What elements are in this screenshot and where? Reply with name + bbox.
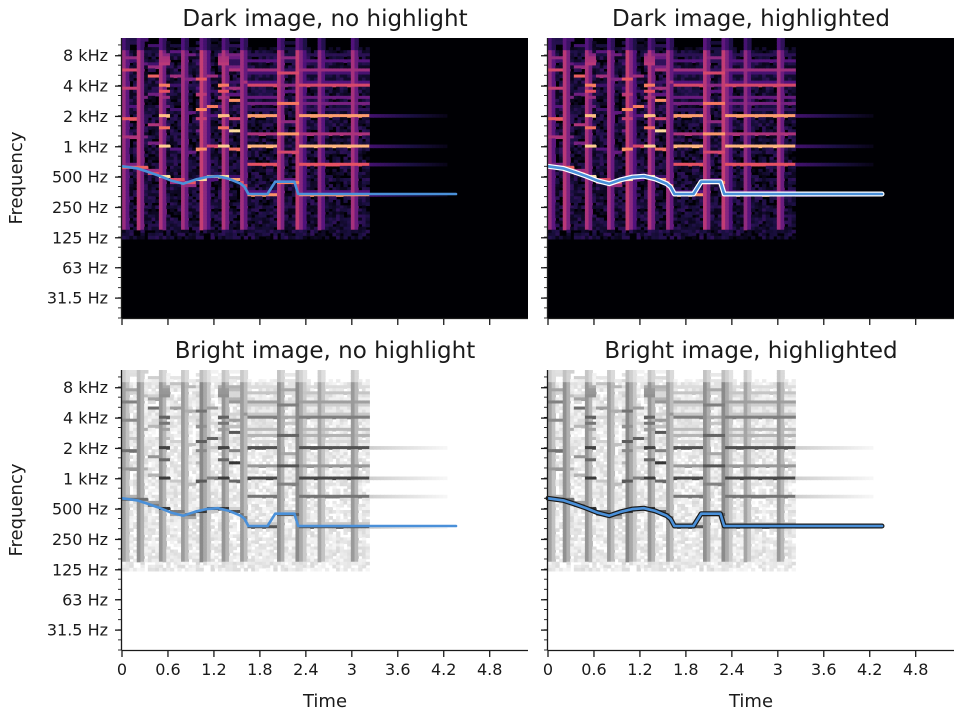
x-tick-label: 2.4 [293,660,318,679]
x-tick-label: 1.8 [673,660,698,679]
x-tick-label: 4.2 [431,660,456,679]
x-tick-label: 1.8 [247,660,272,679]
x-tick-label: 1.2 [627,660,652,679]
panel-1: 8 kHz 4 kHz 2 kHz 1 kHz 500 Hz 250 Hz 125 Hz 63… [6,6,528,325]
panel-title: Dark image, no highlight [182,6,467,32]
x-tick-label: 0.6 [155,660,180,679]
x-tick-label: 3 [773,660,783,679]
y-tick-label: 4 kHz [63,409,108,428]
y-tick-label: 8 kHz [63,46,108,65]
panel-title: Dark image, highlighted [612,6,890,32]
x-tick-label: 0.6 [581,660,606,679]
panel-3: 0 0.6 1.2 1.8 2.4 3 3.6 4.2 4.8 8 kHz 4 kHz 2 kHz 1 … [6,338,528,712]
x-tick-label: 4.8 [477,660,502,679]
y-axis-label: Frequency [6,131,27,224]
pitch-contour-line [546,497,884,528]
y-tick-label: 8 kHz [63,378,108,397]
y-tick-label: 2 kHz [63,107,108,126]
x-tick-label: 2.4 [719,660,744,679]
y-tick-label: 125 Hz [52,228,108,247]
x-tick-label: 3.6 [811,660,836,679]
spectrogram-image [548,38,874,240]
x-tick-label: 0 [543,660,553,679]
x-axis-label: Time [302,691,347,712]
y-tick-label: 250 Hz [52,198,108,217]
pitch-contour-line [120,165,458,196]
pitch-contour-line [120,497,458,528]
x-tick-label: 3.6 [385,660,410,679]
pitch-contour-line [546,165,884,196]
y-tick-label: 500 Hz [52,500,108,519]
y-axis-label: Frequency [6,463,27,556]
panel-title: Bright image, no highlight [175,338,475,364]
y-tick-label: 63 Hz [62,590,108,609]
panel-2: Dark image, highlighted [541,6,954,325]
x-tick-label: 4.8 [903,660,928,679]
y-tick-label: 250 Hz [52,530,108,549]
x-tick-label: 1.2 [201,660,226,679]
y-tick-label: 125 Hz [52,560,108,579]
y-tick-label: 2 kHz [63,439,108,458]
x-axis-label: Time [728,691,773,712]
spectrogram-image [122,370,448,572]
panel-4: 0 0.6 1.2 1.8 2.4 3 3.6 4.2 4.8 Bright image, hig… [541,338,954,712]
spectrogram-image [122,38,448,240]
y-tick-label: 31.5 Hz [47,289,108,308]
y-tick-label: 1 kHz [63,469,108,488]
x-tick-label: 0 [117,660,127,679]
panel-title: Bright image, highlighted [604,338,897,364]
y-tick-label: 500 Hz [52,168,108,187]
y-tick-label: 1 kHz [63,137,108,156]
y-tick-label: 4 kHz [63,77,108,96]
y-tick-label: 31.5 Hz [47,621,108,640]
x-tick-label: 3 [347,660,357,679]
y-tick-label: 63 Hz [62,258,108,277]
x-tick-label: 4.2 [857,660,882,679]
